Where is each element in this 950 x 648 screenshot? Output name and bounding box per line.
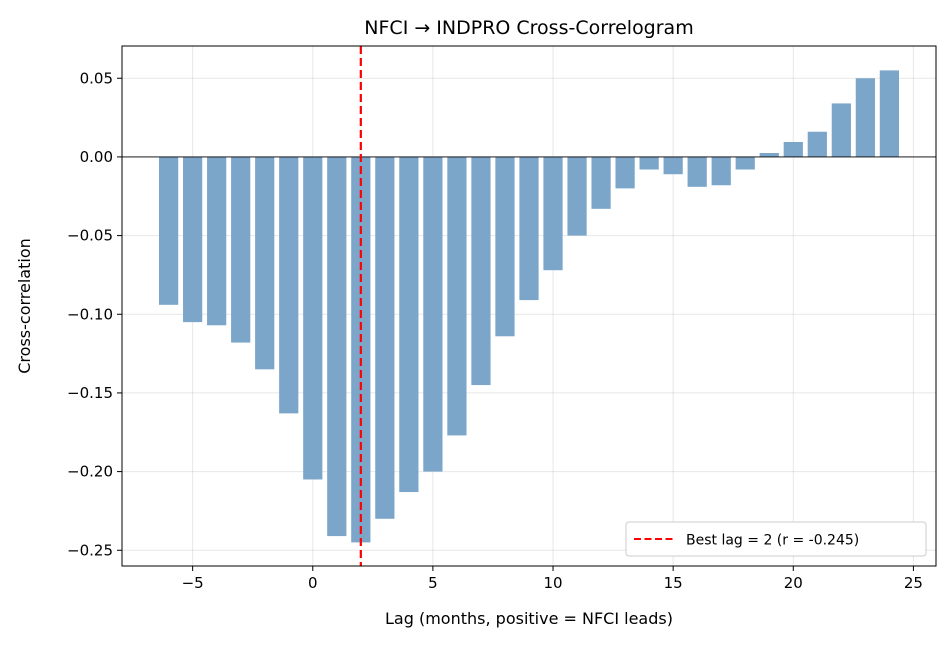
- bar-lag-17: [711, 156, 731, 186]
- x-tick-label: 15: [664, 574, 683, 592]
- bar-lag-8: [495, 156, 515, 337]
- bars: [159, 70, 899, 543]
- x-tick-label: −5: [182, 574, 204, 592]
- bar-lag-3: [375, 156, 395, 519]
- bar-lag-13: [615, 156, 635, 189]
- bar-lag-12: [591, 156, 611, 209]
- bar-lag-10: [543, 156, 563, 271]
- bar-lag-7: [471, 156, 491, 386]
- bar-lag-22: [831, 103, 851, 157]
- x-axis-label: Lag (months, positive = NFCI leads): [385, 609, 673, 628]
- x-tick-label: 20: [784, 574, 803, 592]
- x-axis-ticks: −5 0 5 10 15 20 25: [182, 566, 923, 592]
- bar-lag-6: [447, 156, 467, 436]
- y-tick-label: −0.20: [67, 463, 113, 481]
- legend-label: Best lag = 2 (r = -0.245): [686, 533, 859, 549]
- y-tick-label: −0.25: [67, 541, 113, 559]
- x-tick-label: 10: [543, 574, 562, 592]
- legend: Best lag = 2 (r = -0.245): [625, 521, 927, 557]
- chart-title: NFCI → INDPRO Cross-Correlogram: [364, 17, 693, 39]
- x-tick-label: 5: [428, 574, 438, 592]
- bar-lag-11: [567, 156, 587, 236]
- y-tick-label: 0.05: [80, 69, 113, 87]
- plot-frame: [121, 45, 937, 567]
- bar-lag--5: [183, 156, 203, 323]
- bar-lag-24: [879, 70, 899, 157]
- bar-lag-20: [783, 141, 803, 157]
- bar-lag-14: [639, 156, 659, 170]
- bar-lag-19: [759, 152, 779, 157]
- y-axis-ticks: 0.05 0.00 −0.05 −0.10 −0.15 −0.20 −0.25: [67, 69, 122, 559]
- bar-lag-5: [423, 156, 443, 472]
- bar-lag-18: [735, 156, 755, 170]
- bar-lag-9: [519, 156, 539, 301]
- x-tick-label: 0: [308, 574, 318, 592]
- x-tick-label: 25: [904, 574, 923, 592]
- bar-lag-21: [807, 131, 827, 157]
- bar-lag-15: [663, 156, 683, 175]
- y-tick-label: 0.00: [80, 148, 113, 166]
- bar-lag-1: [327, 156, 347, 537]
- y-tick-label: −0.05: [67, 227, 113, 245]
- bar-lag-4: [399, 156, 419, 493]
- bar-lag-16: [687, 156, 707, 187]
- bar-lag--6: [159, 156, 179, 305]
- y-tick-label: −0.15: [67, 384, 113, 402]
- legend-box: [625, 521, 927, 557]
- bar-lag-23: [855, 78, 875, 157]
- bar-lag--4: [207, 156, 227, 326]
- y-tick-label: −0.10: [67, 305, 113, 323]
- bar-lag--2: [255, 156, 275, 370]
- reference-lines: [122, 46, 936, 566]
- y-axis-label: Cross-correlation: [15, 238, 34, 373]
- bar-lag--3: [231, 156, 251, 343]
- bar-lag-0: [303, 156, 323, 480]
- bar-lag--1: [279, 156, 299, 414]
